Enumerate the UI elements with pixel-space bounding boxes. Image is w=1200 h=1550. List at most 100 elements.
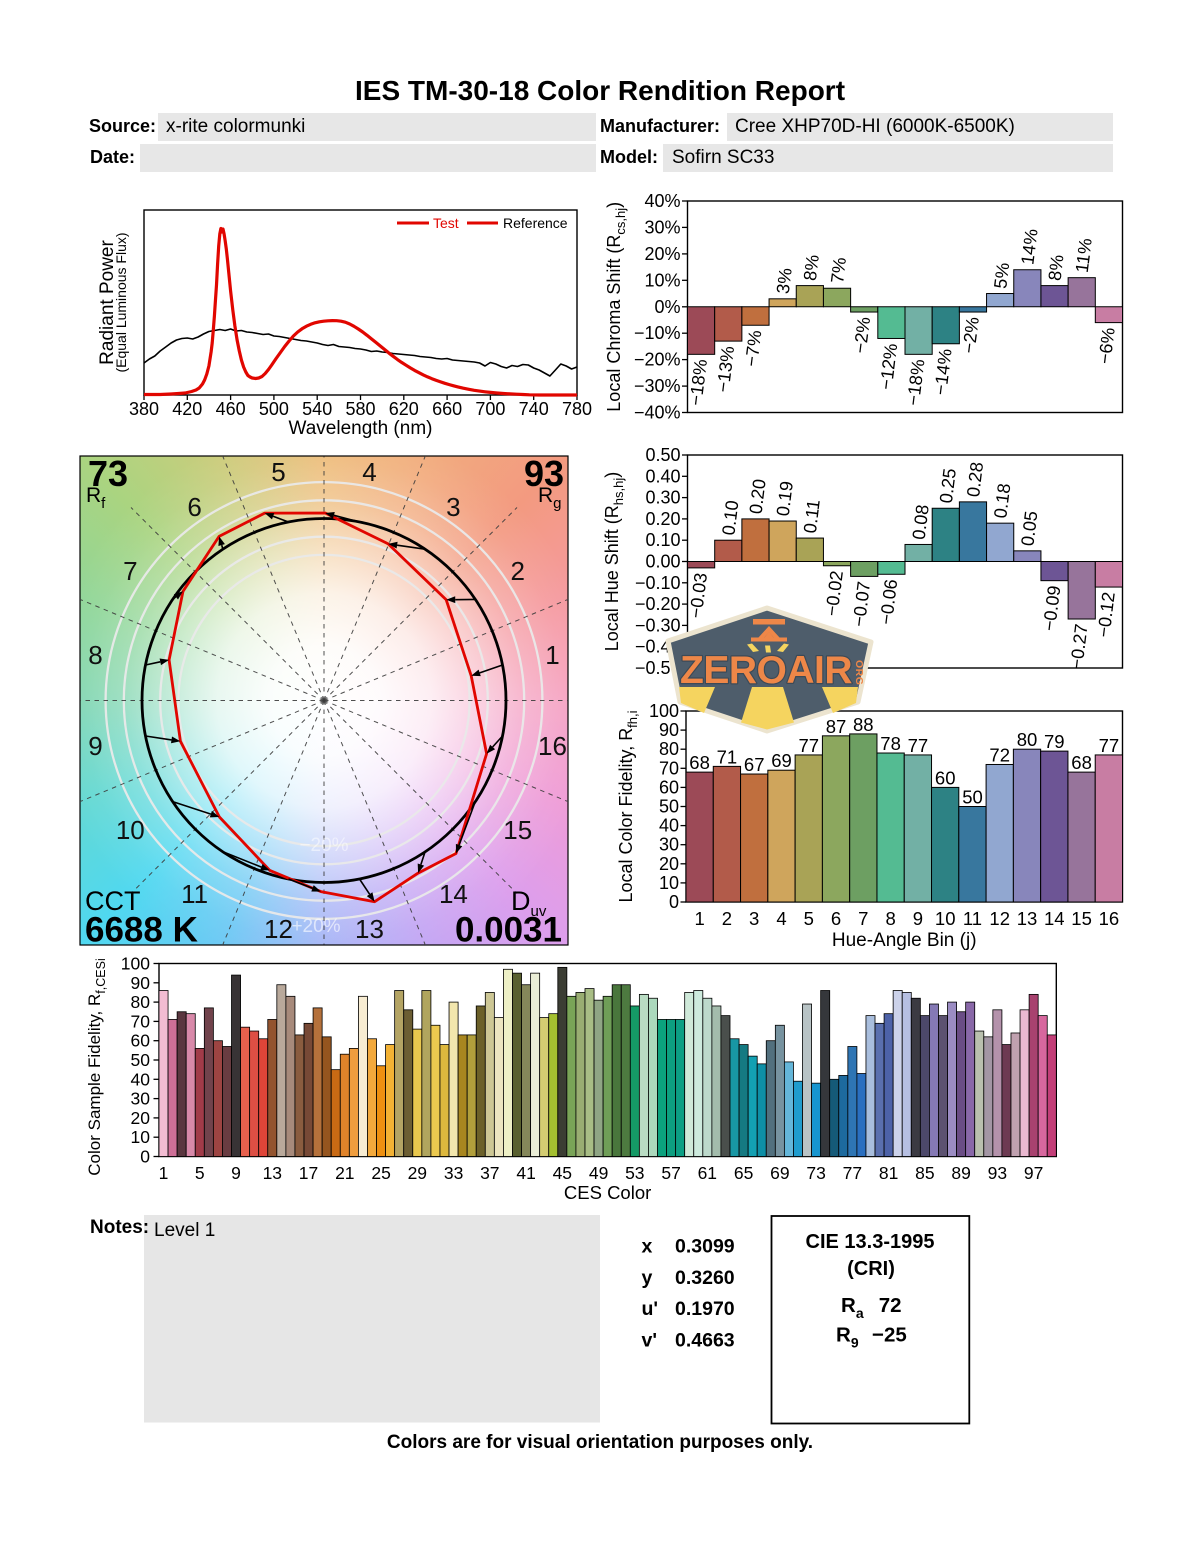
svg-text:740: 740	[519, 399, 549, 419]
svg-text:11%: 11%	[1072, 237, 1096, 274]
svg-text:0.0031: 0.0031	[455, 911, 562, 950]
svg-text:0.25: 0.25	[936, 467, 960, 504]
svg-text:10: 10	[131, 1127, 151, 1147]
svg-text:9: 9	[88, 731, 102, 761]
svg-text:CIE 13.3-1995: CIE 13.3-1995	[806, 1231, 935, 1253]
svg-text:80: 80	[659, 739, 679, 759]
svg-text:1: 1	[545, 640, 559, 670]
svg-text:460: 460	[216, 399, 246, 419]
svg-text:0.00: 0.00	[645, 552, 680, 572]
svg-text:0.3099: 0.3099	[675, 1236, 735, 1258]
svg-text:0.20: 0.20	[645, 509, 680, 529]
svg-text:CCT: CCT	[85, 886, 141, 916]
svg-text:20%: 20%	[644, 244, 680, 264]
svg-text:−2%: −2%	[959, 316, 983, 355]
svg-text:93: 93	[988, 1163, 1007, 1183]
svg-text:60: 60	[935, 767, 956, 788]
svg-text:9: 9	[231, 1163, 241, 1183]
svg-text:20: 20	[659, 854, 679, 874]
svg-text:77: 77	[908, 735, 929, 756]
svg-text:−0.06: −0.06	[876, 578, 901, 626]
svg-text:81: 81	[879, 1163, 898, 1183]
svg-text:69: 69	[771, 750, 792, 771]
svg-text:0.08: 0.08	[909, 503, 933, 540]
svg-text:13: 13	[1017, 908, 1038, 929]
svg-text:14: 14	[439, 879, 468, 909]
svg-text:16: 16	[1099, 908, 1120, 929]
svg-text:−2%: −2%	[850, 316, 874, 355]
svg-text:10: 10	[659, 873, 679, 893]
svg-text:y: y	[642, 1267, 653, 1289]
svg-text:Date:: Date:	[90, 147, 135, 167]
svg-text:−6%: −6%	[1095, 326, 1119, 365]
svg-text:Local Chroma Shift (Rcs,hj): Local Chroma Shift (Rcs,hj)	[604, 202, 628, 412]
svg-text:29: 29	[408, 1163, 427, 1183]
svg-text:0: 0	[669, 892, 679, 912]
svg-text:73: 73	[88, 453, 128, 494]
svg-text:0: 0	[140, 1147, 150, 1167]
svg-text:6: 6	[187, 492, 201, 522]
svg-text:50: 50	[131, 1050, 151, 1070]
svg-text:0.05: 0.05	[1017, 510, 1041, 547]
svg-text:3: 3	[749, 908, 759, 929]
svg-text:68: 68	[689, 752, 710, 773]
svg-text:10: 10	[935, 908, 956, 929]
svg-text:10: 10	[116, 815, 145, 845]
svg-text:73: 73	[806, 1163, 825, 1183]
svg-text:8: 8	[88, 640, 102, 670]
svg-text:1: 1	[159, 1163, 169, 1183]
svg-text:72: 72	[989, 745, 1010, 766]
svg-text:Color Sample Fidelity, Rf,CESi: Color Sample Fidelity, Rf,CESi	[85, 958, 108, 1175]
svg-text:6688 K: 6688 K	[85, 911, 198, 950]
svg-text:90: 90	[659, 720, 679, 740]
svg-text:Model:: Model:	[600, 147, 658, 167]
svg-text:−13%: −13%	[713, 345, 739, 394]
svg-text:70: 70	[131, 1011, 151, 1031]
svg-text:0.40: 0.40	[645, 466, 680, 486]
svg-text:78: 78	[880, 733, 901, 754]
svg-text:780: 780	[562, 399, 592, 419]
svg-text:5%: 5%	[990, 261, 1013, 289]
svg-text:60: 60	[659, 777, 679, 797]
svg-text:−12%: −12%	[876, 342, 902, 391]
svg-text:−25: −25	[872, 1324, 907, 1347]
svg-text:17: 17	[299, 1163, 318, 1183]
svg-text:67: 67	[744, 754, 765, 775]
svg-text:2: 2	[510, 556, 524, 586]
svg-text:100: 100	[649, 701, 679, 721]
svg-text:79: 79	[1044, 731, 1065, 752]
svg-text:69: 69	[770, 1163, 789, 1183]
svg-text:580: 580	[345, 399, 375, 419]
svg-text:7: 7	[123, 556, 137, 586]
svg-text:30: 30	[131, 1089, 151, 1109]
svg-text:+20%: +20%	[291, 916, 340, 937]
svg-text:40: 40	[659, 816, 679, 836]
svg-text:41: 41	[516, 1163, 535, 1183]
svg-text:700: 700	[475, 399, 505, 419]
svg-text:8: 8	[885, 908, 895, 929]
svg-text:4: 4	[776, 908, 786, 929]
svg-text:Reference: Reference	[503, 215, 568, 231]
svg-text:0.10: 0.10	[718, 499, 742, 536]
svg-text:57: 57	[661, 1163, 680, 1183]
svg-text:15: 15	[1071, 908, 1092, 929]
svg-text:10%: 10%	[644, 270, 680, 290]
svg-text:5: 5	[804, 908, 814, 929]
svg-text:12: 12	[989, 908, 1010, 929]
svg-text:11: 11	[181, 879, 208, 909]
svg-text:40%: 40%	[644, 191, 680, 211]
svg-text:660: 660	[432, 399, 462, 419]
svg-text:11: 11	[963, 908, 982, 929]
svg-text:80: 80	[1017, 729, 1038, 750]
svg-text:45: 45	[553, 1163, 572, 1183]
svg-text:13: 13	[263, 1163, 282, 1183]
svg-text:0%: 0%	[654, 297, 680, 317]
svg-text:89: 89	[951, 1163, 970, 1183]
svg-text:5: 5	[195, 1163, 205, 1183]
svg-text:0.19: 0.19	[773, 480, 797, 517]
svg-text:Local Color Fidelity, Rfh,i: Local Color Fidelity, Rfh,i	[616, 710, 640, 902]
svg-text:500: 500	[259, 399, 289, 419]
svg-text:−0.50: −0.50	[635, 658, 681, 678]
svg-text:4: 4	[362, 457, 376, 487]
svg-text:33: 33	[444, 1163, 463, 1183]
